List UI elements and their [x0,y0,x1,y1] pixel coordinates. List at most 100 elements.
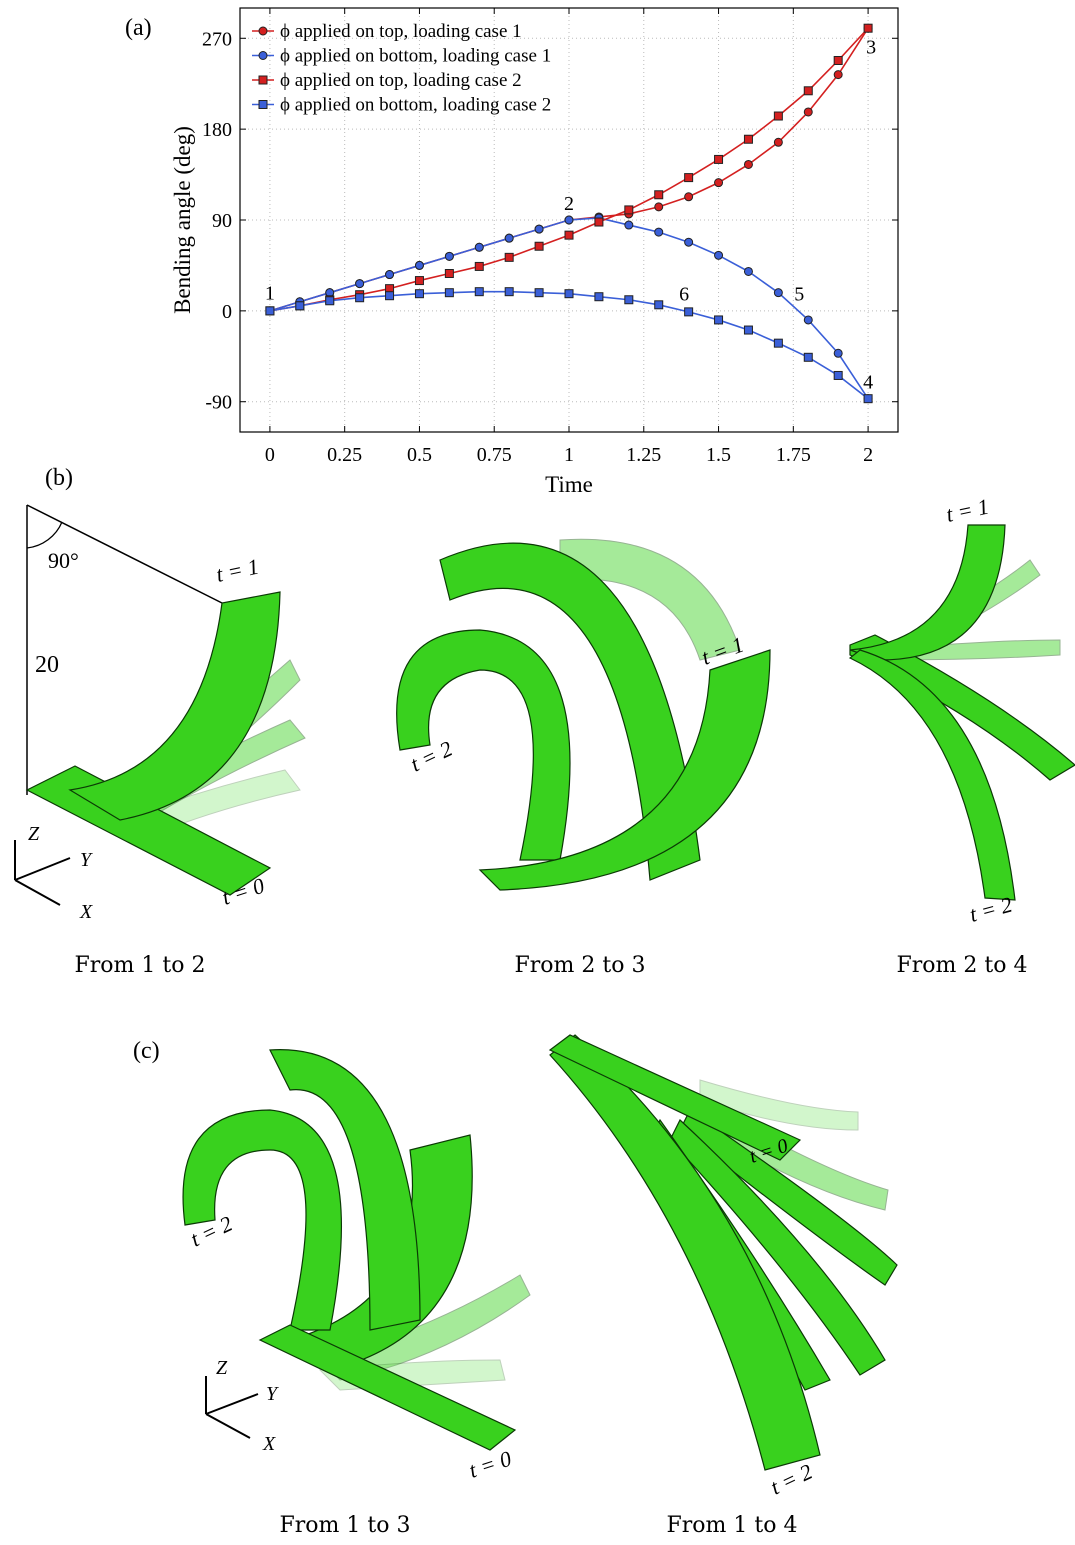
x-tick-label: 1.25 [626,444,661,466]
illustration-c1: t = 2 t = 0 Z Y X [183,1050,530,1483]
x-axis-label: Time [545,472,593,497]
x-tick-label: 1 [564,444,574,466]
axis-triad [15,840,70,905]
marker [595,218,603,226]
x-tick-label: 1.5 [706,444,731,466]
axis-label: Z [28,823,40,845]
marker [565,290,573,298]
axis-label: Y [80,849,93,871]
marker [685,238,693,246]
marker [296,302,304,310]
x-tick-label: 0.5 [407,444,432,466]
dimension-label: 20 [35,652,59,678]
marker [685,193,693,201]
y-tick-label: -90 [205,392,232,414]
point-annotation: 6 [679,284,689,306]
y-tick-label: 270 [202,28,232,50]
illustration-b1: 20 90° t = 1 t = 0 Z Y X [15,505,305,923]
beam [270,1050,420,1330]
time-label: t = 1 [214,554,261,587]
time-label: t = 0 [466,1446,515,1483]
marker [625,221,633,229]
marker [259,52,267,60]
illustration-b2: t = 1 t = 2 [397,539,770,890]
illustration-c2: t = 0 t = 2 [550,1035,897,1500]
caption: From 1 to 2 [75,953,206,978]
marker [804,87,812,95]
legend-label: ϕ applied on top, loading case 2 [280,70,522,91]
marker [565,216,573,224]
panel-label: (a) [125,15,152,41]
marker [386,292,394,300]
marker [505,253,513,261]
marker [266,307,274,315]
point-annotation: 4 [863,372,873,394]
marker [864,395,872,403]
marker [685,174,693,182]
marker [415,277,423,285]
marker [445,270,453,278]
x-tick-label: 0.75 [477,444,512,466]
marker [715,155,723,163]
marker [445,252,453,260]
marker [259,27,267,35]
marker [475,288,483,296]
marker [445,289,453,297]
marker [505,234,513,242]
marker [535,225,543,233]
marker [326,297,334,305]
marker [715,251,723,259]
marker [655,228,663,236]
marker [774,289,782,297]
marker [475,262,483,270]
marker [744,135,752,143]
marker [535,242,543,250]
point-annotation: 3 [866,36,876,58]
beam [397,630,570,860]
marker [834,56,842,64]
angle-arc [27,522,62,548]
marker [744,326,752,334]
legend-label: ϕ applied on bottom, loading case 1 [280,46,551,67]
marker [259,76,267,84]
marker [774,339,782,347]
y-tick-label: 180 [202,119,232,141]
panel-label: (b) [45,465,73,491]
illustration-b3: t = 1 t = 2 [850,494,1075,927]
marker [804,316,812,324]
marker [685,308,693,316]
x-tick-label: 0.25 [327,444,362,466]
marker [655,203,663,211]
point-annotation: 2 [564,193,574,215]
x-tick-label: 1.75 [776,444,811,466]
marker [744,160,752,168]
marker [415,290,423,298]
marker [475,243,483,251]
figure: (a) -9009018027000.250.50.7511.251.51.75… [0,0,1075,1540]
caption: From 1 to 3 [280,1513,411,1538]
marker [774,112,782,120]
marker [834,349,842,357]
x-tick-label: 2 [863,444,873,466]
marker [655,301,663,309]
time-label: t = 2 [967,892,1015,927]
marker [774,138,782,146]
x-tick-label: 0 [265,444,275,466]
axis-triad [206,1376,258,1438]
axis-label: Y [266,1383,279,1405]
marker [864,24,872,32]
axis-label: X [79,901,93,923]
marker [715,316,723,324]
marker [715,179,723,187]
marker [415,261,423,269]
caption: From 2 to 4 [897,953,1028,978]
caption: From 1 to 4 [667,1513,798,1538]
marker [834,71,842,79]
marker [625,206,633,214]
marker [834,371,842,379]
caption: From 2 to 3 [515,953,646,978]
marker [595,293,603,301]
axis-label: Z [216,1357,228,1379]
axis-label: X [262,1433,276,1455]
